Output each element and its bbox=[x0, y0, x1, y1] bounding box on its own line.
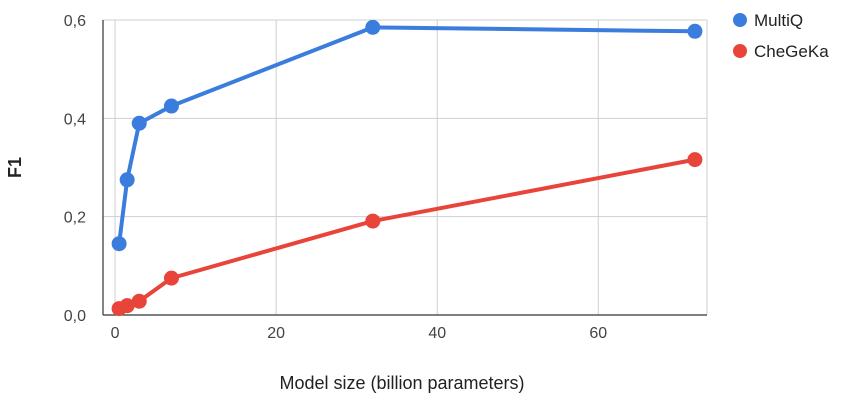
data-point-multiq bbox=[119, 172, 135, 188]
series-multiq bbox=[111, 19, 703, 252]
legend-label-chegeka: CheGeKa bbox=[754, 42, 829, 61]
data-point-multiq bbox=[687, 23, 703, 39]
legend-marker-chegeka bbox=[733, 44, 747, 58]
data-point-multiq bbox=[111, 236, 127, 252]
y-tick-label: 0,4 bbox=[64, 111, 86, 128]
x-axis-title: Model size (billion parameters) bbox=[279, 373, 524, 393]
tick-labels: 0,0 0,2 0,4 0,6 0 20 40 60 bbox=[64, 13, 608, 342]
axis-layer bbox=[102, 20, 707, 316]
data-point-multiq bbox=[131, 115, 147, 131]
x-tick-label: 20 bbox=[267, 325, 285, 342]
series-layer bbox=[111, 19, 703, 317]
y-axis-title: F1 bbox=[5, 157, 25, 178]
data-point-chegeka bbox=[687, 152, 703, 168]
legend: MultiQ CheGeKa bbox=[733, 11, 829, 61]
series-chegeka bbox=[111, 152, 703, 317]
series-line-multiq bbox=[117, 25, 697, 246]
y-tick-label: 0,0 bbox=[64, 308, 86, 325]
legend-label-multiq: MultiQ bbox=[754, 11, 803, 30]
legend-marker-multiq bbox=[733, 13, 747, 27]
x-tick-label: 0 bbox=[111, 325, 120, 342]
series-line-chegeka bbox=[117, 157, 697, 311]
data-point-chegeka bbox=[365, 213, 381, 229]
data-point-chegeka bbox=[131, 293, 147, 309]
y-tick-label: 0,2 bbox=[64, 210, 86, 227]
x-tick-label: 40 bbox=[428, 325, 446, 342]
data-point-chegeka bbox=[119, 298, 135, 314]
data-point-multiq bbox=[163, 98, 179, 114]
x-tick-label: 60 bbox=[589, 325, 607, 342]
y-tick-label: 0,6 bbox=[64, 13, 86, 30]
data-point-multiq bbox=[365, 19, 381, 35]
data-point-chegeka bbox=[163, 270, 179, 286]
